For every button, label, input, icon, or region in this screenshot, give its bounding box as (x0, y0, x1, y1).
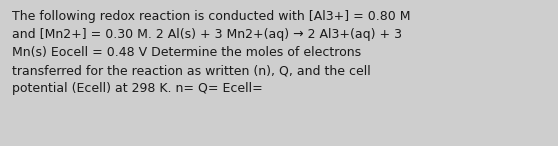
Text: The following redox reaction is conducted with [Al3+] = 0.80 M
and [Mn2+] = 0.30: The following redox reaction is conducte… (12, 10, 411, 95)
